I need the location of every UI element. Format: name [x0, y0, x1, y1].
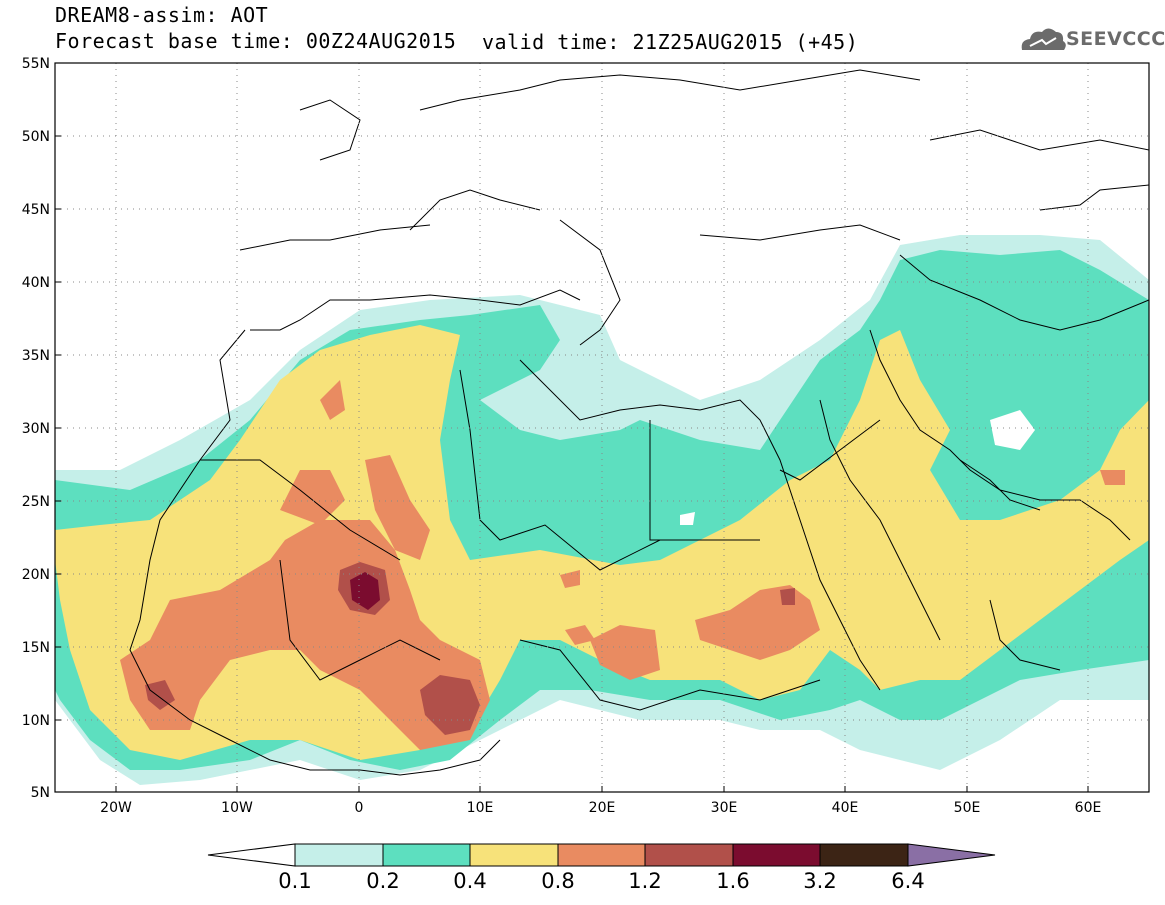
colorbar-cell	[557, 843, 646, 867]
lat-label: 40N	[22, 275, 50, 291]
logo-text: SEEVCCC	[1066, 28, 1165, 50]
aot-band-0.8	[280, 470, 345, 525]
colorbar-cell	[469, 843, 559, 867]
lon-label: 50E	[954, 800, 981, 816]
aot-band-1.2	[420, 675, 480, 735]
colorbar-label: 0.1	[278, 869, 312, 893]
lon-label: 60E	[1075, 800, 1102, 816]
colorbar-label: 0.8	[541, 869, 575, 893]
lat-label: 25N	[22, 494, 50, 510]
colorbar-cell	[382, 843, 471, 867]
grid-lines	[55, 63, 1149, 792]
lat-label: 45N	[22, 202, 50, 218]
colorbar-arrow-low	[207, 843, 296, 867]
coastlines	[129, 69, 1149, 776]
valid-time: valid time: 21Z25AUG2015 (+45)	[482, 30, 859, 54]
colorbar-label: 1.2	[628, 869, 662, 893]
colorbar-label: 0.2	[366, 869, 400, 893]
colorbar-label: 6.4	[891, 869, 925, 893]
lat-label: 10N	[22, 713, 50, 729]
colorbar-cell	[732, 843, 821, 867]
forecast-base-time: Forecast base time: 00Z24AUG2015	[55, 29, 457, 53]
colorbar-label: 1.6	[716, 869, 750, 893]
lat-label: 15N	[22, 640, 50, 656]
aot-band-1.2	[780, 588, 795, 605]
lon-label: 10E	[467, 800, 494, 816]
colorbar-label: 3.2	[803, 869, 837, 893]
lon-label: 10W	[221, 800, 253, 816]
lat-label: 50N	[22, 129, 50, 145]
axis-ticks	[55, 62, 1089, 793]
map-title: DREAM8-assim: AOT	[55, 3, 269, 27]
lat-label: 55N	[22, 56, 50, 72]
aot-band-0.8	[565, 625, 595, 645]
colorbar-label: 0.4	[453, 869, 487, 893]
lon-label: 40E	[832, 800, 859, 816]
aot-band-0.8	[590, 625, 660, 680]
lon-label: 20E	[589, 800, 616, 816]
lat-label: 20N	[22, 567, 50, 583]
aot-band-1.6	[350, 572, 380, 610]
lon-label: 20W	[100, 800, 132, 816]
aot-band-0.8	[120, 520, 490, 750]
lat-label: 30N	[22, 421, 50, 437]
colorbar-cell	[294, 843, 384, 867]
cloud-logo-icon	[1021, 28, 1066, 50]
aot-band-0.8	[320, 380, 345, 420]
colorbar-cell	[644, 843, 734, 867]
colorbar-arrow-high	[907, 843, 996, 867]
aot-band-0.8	[365, 455, 430, 560]
colorbar-cell	[819, 843, 909, 867]
lat-label: 35N	[22, 348, 50, 364]
lat-label: 5N	[31, 785, 50, 801]
aot-band-0.8	[1100, 470, 1125, 485]
lon-label: 0	[355, 800, 364, 816]
lon-label: 30E	[711, 800, 738, 816]
